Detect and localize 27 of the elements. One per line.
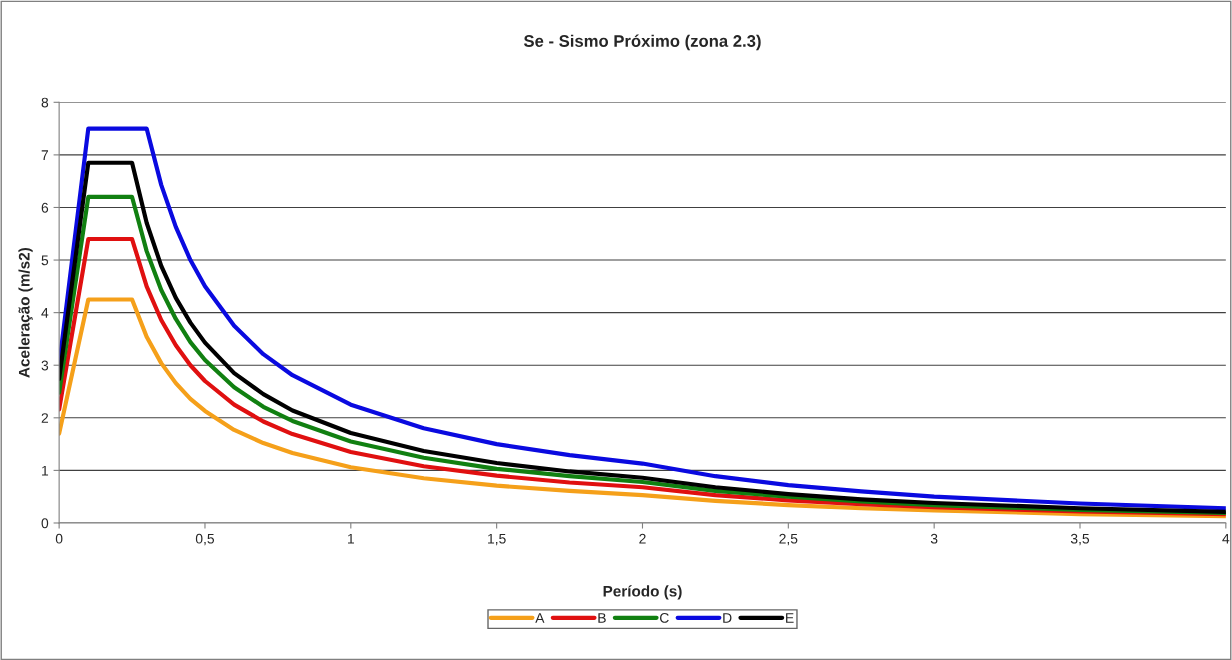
x-tick-label: 0	[55, 533, 63, 544]
x-tick-label: 2,5	[779, 533, 798, 546]
legend-label: C	[660, 613, 669, 623]
x-tick-label: 0,5	[195, 533, 215, 546]
legend-label: D	[723, 613, 732, 623]
x-tick-label: 4	[1222, 533, 1230, 544]
y-tick-label: 3	[41, 360, 49, 371]
x-tick-label: 1,5	[488, 533, 506, 546]
y-tick-label: 4	[41, 308, 49, 318]
x-tick-label: 1	[348, 533, 354, 544]
y-tick-label: 8	[41, 97, 49, 108]
y-axis-title: Aceleração (m/s2)	[18, 248, 33, 378]
y-tick-label: 7	[41, 150, 49, 160]
chart-title: Se - Sismo Próximo (zona 2.3)	[523, 34, 761, 51]
y-tick-label: 1	[42, 465, 49, 476]
x-tick-label: 3	[930, 533, 938, 544]
y-tick-label: 2	[41, 413, 49, 423]
x-axis-title: Período (s)	[603, 585, 682, 600]
legend-label: E	[786, 613, 794, 623]
legend-label: B	[598, 613, 606, 623]
y-tick-label: 0	[41, 518, 49, 529]
legend-label: A	[535, 613, 545, 623]
x-tick-label: 3,5	[1070, 533, 1090, 546]
y-tick-label: 5	[41, 255, 49, 266]
x-tick-label: 2	[639, 533, 646, 544]
line-series	[59, 297, 1226, 519]
y-tick-label: 6	[41, 202, 49, 213]
